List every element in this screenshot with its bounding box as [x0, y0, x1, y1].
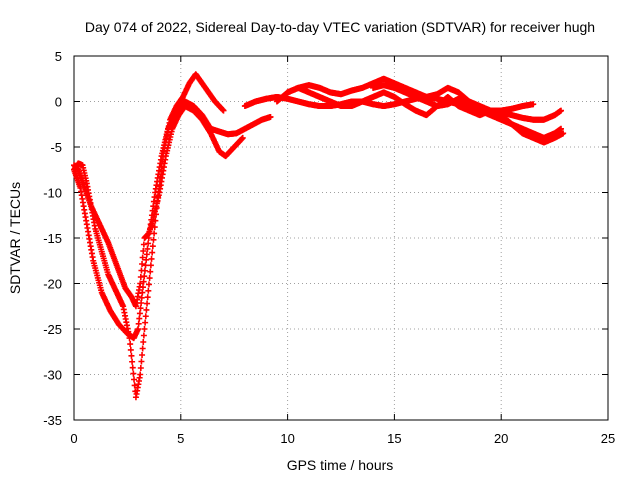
x-tick-label: 0	[70, 431, 77, 446]
x-tick-label: 10	[280, 431, 294, 446]
data-point	[146, 275, 153, 282]
y-tick-label: -15	[43, 231, 62, 246]
data-point	[143, 251, 150, 258]
data-point	[154, 198, 161, 205]
data-point	[137, 371, 144, 378]
data-point	[140, 332, 147, 339]
data-point	[143, 256, 150, 263]
data-point	[147, 268, 154, 275]
y-tick-label: 5	[55, 49, 62, 64]
data-point	[138, 358, 145, 365]
series-track-a	[71, 98, 274, 342]
data-point	[149, 249, 156, 256]
data-point	[149, 243, 156, 250]
data-point	[139, 261, 146, 267]
data-point	[139, 352, 146, 358]
data-point	[144, 294, 151, 301]
y-tick-label: -20	[43, 277, 62, 292]
data-point	[560, 130, 567, 137]
data-point	[141, 326, 148, 332]
series-track-g	[370, 82, 567, 146]
chart-title: Day 074 of 2022, Sidereal Day-to-day VTE…	[85, 19, 595, 35]
data-point	[151, 230, 158, 237]
data-point	[136, 315, 143, 322]
data-point	[139, 254, 146, 261]
data-point	[220, 107, 227, 114]
data-point	[131, 376, 138, 383]
data-point	[137, 274, 144, 280]
y-tick-label: -30	[43, 368, 62, 383]
data-point	[158, 163, 165, 170]
x-tick-label: 5	[177, 431, 184, 446]
y-axis-label: SDTVAR / TECUs	[7, 182, 23, 294]
data-point	[142, 262, 149, 269]
y-tick-label: -25	[43, 322, 62, 337]
x-tick-label: 25	[601, 431, 615, 446]
data-point	[148, 255, 155, 262]
data-point	[145, 281, 152, 288]
x-tick-label: 15	[387, 431, 401, 446]
data-point	[138, 294, 145, 301]
data-point	[137, 305, 144, 312]
data-point	[558, 125, 565, 132]
data-point	[156, 183, 163, 190]
data-point	[129, 358, 136, 365]
data-point	[129, 364, 136, 371]
data-point	[144, 300, 151, 307]
axis-ticks: 0 5 10 15 20 25 5 0 -5 -10 -15 -20 -25 -30 -35	[43, 49, 615, 446]
data-point	[157, 173, 164, 180]
data-point	[143, 306, 150, 313]
data-point	[239, 134, 246, 141]
data-point	[158, 168, 165, 175]
x-tick-label: 20	[494, 431, 508, 446]
data-point	[156, 178, 163, 185]
data-point	[267, 113, 274, 120]
data-point	[135, 320, 142, 327]
data-point	[130, 370, 137, 377]
data-point	[530, 101, 537, 108]
y-tick-label: -10	[43, 186, 62, 201]
data-point	[127, 341, 134, 348]
data-point	[142, 313, 149, 320]
data-point	[128, 352, 135, 359]
data-point	[150, 236, 157, 243]
data-point	[159, 158, 166, 165]
data-point	[153, 211, 160, 218]
data-point	[137, 365, 144, 371]
data-point	[127, 346, 134, 353]
y-tick-label: 0	[55, 95, 62, 110]
series-track-c	[71, 71, 227, 401]
data-point	[147, 262, 154, 269]
data-point	[135, 326, 142, 332]
data-point	[131, 382, 138, 389]
data-point	[152, 217, 159, 224]
data-point	[558, 107, 565, 114]
x-axis-label: GPS time / hours	[287, 457, 394, 473]
data-point	[140, 248, 147, 254]
data-point	[151, 224, 158, 231]
data-point	[153, 204, 160, 211]
data-point	[142, 319, 149, 326]
data-point	[145, 240, 152, 247]
data-point	[139, 345, 146, 352]
data-point	[140, 339, 147, 345]
data-point	[144, 245, 151, 252]
data-points	[71, 71, 567, 401]
data-point	[160, 153, 167, 160]
data-point	[137, 280, 144, 287]
y-tick-label: -5	[50, 140, 62, 155]
data-point	[136, 310, 143, 317]
data-point	[140, 241, 147, 248]
data-point	[138, 267, 145, 274]
data-point	[154, 193, 161, 200]
data-point	[155, 188, 162, 195]
data-point	[126, 335, 133, 342]
data-point	[145, 287, 152, 294]
y-tick-label: -35	[43, 413, 62, 428]
data-point	[140, 278, 147, 285]
